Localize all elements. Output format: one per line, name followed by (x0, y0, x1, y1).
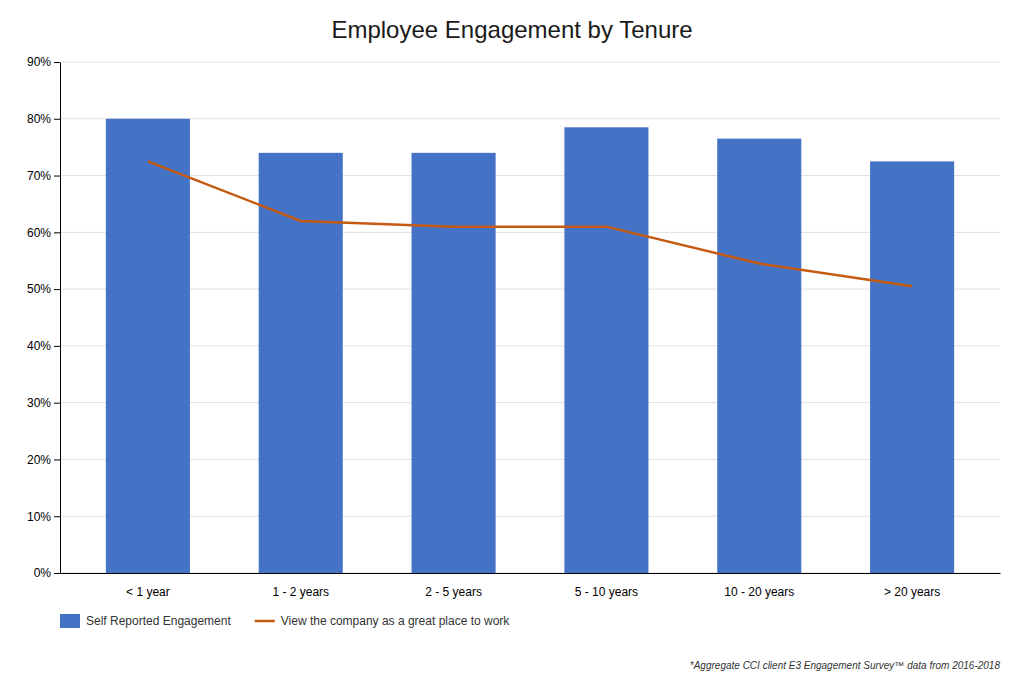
y-tick: 40% (27, 339, 60, 353)
grid-line (60, 573, 1000, 574)
line (148, 161, 912, 286)
grid-line (60, 402, 1000, 403)
y-tick: 20% (27, 453, 60, 467)
x-axis-line (61, 573, 1001, 574)
y-tick-label: 50% (27, 282, 51, 296)
y-tick: 60% (27, 226, 60, 240)
bar (717, 139, 801, 573)
x-tick: < 1 year (126, 585, 170, 599)
grid (60, 62, 1000, 573)
legend-swatch (60, 614, 80, 628)
x-tick-label: < 1 year (126, 585, 170, 599)
x-tick-label: 2 - 5 years (425, 585, 482, 599)
bar (259, 153, 343, 573)
grid-line (60, 516, 1000, 517)
y-tick: 70% (27, 169, 60, 183)
y-tick: 30% (27, 396, 60, 410)
x-tick: 5 - 10 years (575, 585, 638, 599)
grid-line (60, 345, 1000, 346)
grid-line (60, 118, 1000, 119)
y-tick-mark (54, 516, 60, 517)
x-tick: 2 - 5 years (425, 585, 482, 599)
y-tick-label: 70% (27, 169, 51, 183)
y-tick-label: 10% (27, 510, 51, 524)
x-tick: 10 - 20 years (724, 585, 794, 599)
grid-line (60, 62, 1000, 63)
x-tick: 1 - 2 years (272, 585, 329, 599)
y-tick-mark (54, 573, 60, 574)
legend-item: Self Reported Engagement (60, 614, 231, 628)
y-tick-mark (54, 459, 60, 460)
bar (870, 161, 954, 573)
y-tick: 90% (27, 55, 60, 69)
legend-label: View the company as a great place to wor… (281, 614, 511, 628)
footnote: *Aggregate CCI client E3 Engagement Surv… (690, 660, 1001, 671)
y-tick-label: 30% (27, 396, 51, 410)
y-tick: 80% (27, 112, 60, 126)
x-tick-label: 5 - 10 years (575, 585, 638, 599)
y-tick: 10% (27, 510, 60, 524)
bar (106, 119, 190, 573)
plot: 0% 10% 20% 30% 40% 50% 60% 70% 80% 90% < 1 year 1 -… (27, 55, 1001, 598)
y-tick-label: 20% (27, 453, 51, 467)
y-tick-mark (54, 62, 60, 63)
grid-line (60, 175, 1000, 176)
x-tick-label: 1 - 2 years (272, 585, 329, 599)
grid-line (60, 232, 1000, 233)
grid-line (60, 289, 1000, 290)
bar-series (106, 119, 954, 573)
y-tick-mark (54, 232, 60, 233)
y-tick: 50% (27, 282, 60, 296)
y-tick-mark (54, 289, 60, 290)
y-tick-mark (54, 403, 60, 404)
bar (564, 127, 648, 573)
legend-label: Self Reported Engagement (86, 614, 231, 628)
marks (106, 119, 954, 573)
bar (412, 153, 496, 573)
x-tick-label: > 20 years (884, 585, 940, 599)
y-axis-line (60, 63, 61, 574)
x-axis: < 1 year 1 - 2 years 2 - 5 years 5 - 10 yea… (61, 574, 1001, 599)
y-tick-mark (54, 119, 60, 120)
y-tick: 0% (34, 566, 60, 580)
title: Employee Engagement by Tenure (331, 16, 692, 43)
legend: Self Reported Engagement View the company… (60, 614, 510, 628)
chart: 0% 10% 20% 30% 40% 50% 60% 70% 80% 90% < 1 year 1 -… (0, 0, 1024, 683)
y-tick-label: 60% (27, 226, 51, 240)
grid-line (60, 459, 1000, 460)
x-tick-label: 10 - 20 years (724, 585, 794, 599)
legend-swatch (255, 620, 275, 623)
legend-item: View the company as a great place to wor… (255, 614, 511, 628)
y-tick-label: 90% (27, 55, 51, 69)
y-tick-label: 0% (34, 566, 52, 580)
y-tick-label: 80% (27, 112, 51, 126)
y-tick-mark (54, 346, 60, 347)
y-axis: 0% 10% 20% 30% 40% 50% 60% 70% 80% 90% (27, 55, 61, 580)
x-tick: > 20 years (884, 585, 940, 599)
y-tick-label: 40% (27, 339, 51, 353)
y-tick-mark (54, 176, 60, 177)
